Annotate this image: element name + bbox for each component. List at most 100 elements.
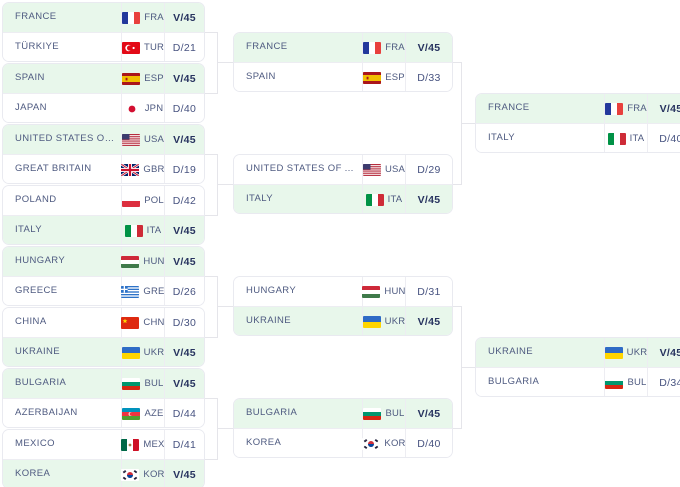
bracket-connector-line [217,184,233,185]
match-card: UKRAINE UKR V/45 BULGARIA BUL D/34 [475,337,680,397]
ita-flag-icon [365,193,384,206]
usa-flag-icon [362,163,381,176]
bracket-connector-line [217,62,233,63]
team-code: UKR [384,316,406,327]
team-row: SPAIN ESP V/45 [3,64,204,93]
team-row: FRANCE FRA V/45 [476,94,680,123]
team-row: TÜRKIYE TUR D/21 [3,32,204,61]
team-code: KOR [143,469,165,480]
team-score: D/42 [164,186,204,215]
team-row: ITALY ITA V/45 [234,184,452,213]
team-code: AZE [144,408,164,419]
tur-flag-icon [121,41,140,54]
team-flag-code: MEX [121,430,164,459]
kor-flag-icon [121,468,140,481]
team-flag-code: KOR [362,429,406,457]
team-row: ITALY ITA V/45 [3,215,204,244]
team-name: ITALY [246,193,273,204]
team-flag-code: ITA [121,216,164,244]
team-score: V/45 [164,64,204,93]
team-code: ESP [144,73,164,84]
bul-flag-icon [605,376,624,389]
team-score: D/30 [164,308,204,337]
match-card: FRANCE FRA V/45 ITALY ITA D/40 [475,93,680,153]
team-name: GREECE [15,285,58,296]
bracket-connector-line [217,428,233,429]
bracket-connector-line [461,367,475,368]
team-flag-code: HUN [362,277,405,306]
aze-flag-icon [122,407,141,420]
team-row: GREECE GRE D/26 [3,276,204,305]
team-code: BUL [627,377,647,388]
team-name: ITALY [15,224,42,235]
team-flag-code: GRE [121,277,165,305]
team-flag-code: USA [362,155,405,184]
team-score: D/40 [405,429,452,457]
team-flag-code: UKR [604,338,647,367]
bracket-connector-line [205,93,217,94]
team-name: FRANCE [15,11,57,22]
bracket-connector-line [453,428,461,429]
team-code: UKR [143,347,165,358]
team-row: UKRAINE UKR V/45 [476,338,680,367]
team-code: ITA [629,133,645,144]
bracket-connector-line [205,276,217,277]
team-score: D/33 [405,63,452,91]
team-row: FRANCE FRA V/45 [3,3,204,32]
team-row: UNITED STATES OF AMERICA USA D/29 [234,155,452,184]
team-flag-code: ESP [362,63,405,91]
team-code: GRE [143,286,165,297]
chn-flag-icon [121,316,140,329]
team-name: UKRAINE [246,315,292,326]
esp-flag-icon [363,71,382,84]
team-score: D/40 [647,124,680,152]
team-score: V/45 [164,125,204,154]
team-name: ITALY [488,132,515,143]
team-flag-code: HUN [121,247,164,276]
team-code: KOR [384,438,406,449]
team-flag-code: KOR [121,460,164,487]
gbr-flag-icon [121,163,140,176]
team-row: MEXICO MEX D/41 [3,430,204,459]
match-card: FRANCE FRA V/45 TÜRKIYE TUR D/21 [2,2,205,62]
team-name: UKRAINE [15,346,61,357]
team-score: V/45 [164,369,204,398]
team-row: FRANCE FRA V/45 [234,33,452,62]
team-flag-code: AZE [121,399,164,427]
team-row: UKRAINE UKR V/45 [3,337,204,366]
team-row: BULGARIA BUL V/45 [3,369,204,398]
bul-flag-icon [363,407,382,420]
match-card: CHINA CHN D/30 UKRAINE UKR V/45 [2,307,205,367]
team-score: D/41 [164,430,204,459]
team-flag-code: USA [121,125,164,154]
match-card: UNITED STATES OF AMERICA USA D/29 ITALY … [233,154,453,214]
team-flag-code: ITA [604,124,647,152]
team-score: V/45 [647,94,680,123]
team-name: KOREA [246,437,282,448]
team-name: JAPAN [15,102,47,113]
team-score: D/34 [647,368,680,396]
team-row: POLAND POL D/42 [3,186,204,215]
team-flag-code: GBR [121,155,164,183]
team-row: JAPAN JPN D/40 [3,93,204,122]
team-flag-code: ESP [121,64,164,93]
bracket-connector-line [205,154,217,155]
team-name: GREAT BRITAIN [15,163,92,174]
bracket-connector-line [217,154,218,216]
ukr-flag-icon [362,315,381,328]
team-name: BULGARIA [488,376,540,387]
team-flag-code: TUR [121,33,164,61]
esp-flag-icon [122,72,141,85]
fra-flag-icon [605,102,624,115]
team-name: UNITED STATES OF AMERICA [246,163,362,174]
team-code: POL [144,195,164,206]
ukr-flag-icon [604,346,623,359]
match-card: BULGARIA BUL V/45 KOREA KOR D/40 [233,398,453,458]
team-score: V/45 [164,247,204,276]
team-row: CHINA CHN D/30 [3,308,204,337]
team-score: V/45 [405,307,452,335]
team-score: V/45 [405,185,452,213]
team-score: V/45 [164,460,204,487]
team-name: POLAND [15,194,57,205]
